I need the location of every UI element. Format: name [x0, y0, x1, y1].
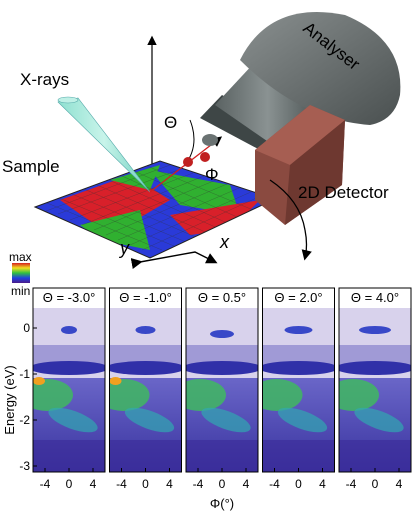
- xray-label: X-rays: [20, 70, 69, 89]
- sample-label: Sample: [2, 157, 60, 176]
- x-tick-label: 4: [319, 477, 326, 491]
- x-tick-label: -4: [193, 477, 204, 491]
- panel-title: Θ = -3.0°: [43, 290, 96, 305]
- green-blob: [262, 379, 303, 411]
- panel-title: Θ = 2.0°: [274, 290, 322, 305]
- x-tick-label: -4: [40, 477, 51, 491]
- arpes-panel: Θ = -1.0° -4 0 4: [109, 287, 182, 491]
- hot-spot: [109, 377, 122, 385]
- band: [262, 345, 335, 365]
- green-blob: [339, 379, 379, 411]
- deep: [33, 440, 105, 472]
- x-tick-label: 0: [372, 477, 379, 491]
- arpes-panel: Θ = 2.0° -4 0 4: [262, 287, 335, 491]
- deep: [109, 440, 182, 472]
- band: [186, 345, 258, 365]
- mid-band: [186, 361, 258, 375]
- top-feature: [284, 326, 313, 334]
- y-tick-label: 0: [23, 321, 30, 335]
- green-blob: [186, 379, 226, 411]
- deep: [262, 440, 335, 472]
- cyan-tail: [201, 407, 251, 433]
- energy-axis-label: Energy (eV): [2, 365, 17, 434]
- schematic: X-rays Sample Θ Φ Analyser 2D Detector y…: [2, 12, 401, 270]
- cyan-tail: [277, 407, 328, 433]
- hot-spot: [33, 377, 45, 385]
- y-tick-label: -3: [19, 459, 30, 473]
- arpes-panel: Θ = -3.0° -4 0 4: [32, 287, 106, 491]
- panels: Θ = -3.0°-4 0 4Θ = -1.0°-4 0 4Θ = 0.5°-4 0 4Θ …: [19, 287, 412, 491]
- deep: [339, 440, 411, 472]
- cyan-tail: [354, 407, 404, 433]
- x-tick-label: 0: [142, 477, 149, 491]
- x-tick-label: 4: [166, 477, 173, 491]
- intensity-map: [33, 308, 105, 472]
- colorbar-min: min: [11, 284, 30, 298]
- top-feature: [210, 330, 234, 338]
- x-tick-label: 0: [66, 477, 73, 491]
- panel-title: Θ = 0.5°: [198, 290, 246, 305]
- x-tick-label: 4: [90, 477, 97, 491]
- y-label: y: [118, 238, 130, 258]
- theta-label: Θ: [164, 113, 177, 132]
- arpes-panel: Θ = 4.0° -4 0 4: [338, 287, 412, 491]
- band: [33, 345, 105, 365]
- intensity-map: [186, 308, 258, 472]
- top-feature: [359, 326, 391, 334]
- y-tick-label: -1: [19, 367, 30, 381]
- detector-label: 2D Detector: [298, 183, 389, 202]
- x-tick-label: 0: [219, 477, 226, 491]
- intensity-map: [262, 308, 335, 472]
- x-tick-label: -4: [346, 477, 357, 491]
- cyan-tail: [48, 407, 98, 433]
- top-feature: [61, 326, 77, 334]
- angle-axis-label: Φ(°): [210, 496, 234, 511]
- x-ray-beam: [57, 97, 151, 193]
- green-blob: [33, 379, 73, 411]
- green-blob: [109, 379, 150, 411]
- deep: [186, 440, 258, 472]
- sample: [35, 161, 275, 258]
- mid-band: [33, 361, 105, 375]
- x-tick-label: -4: [269, 477, 280, 491]
- mid-band: [109, 361, 182, 375]
- mid-band: [339, 361, 411, 375]
- panel-title: Θ = 4.0°: [351, 290, 399, 305]
- phi-label: Φ: [205, 165, 219, 184]
- mid-band: [262, 361, 335, 375]
- x-tick-label: -4: [116, 477, 127, 491]
- x-tick-label: 0: [295, 477, 302, 491]
- cyan-tail: [124, 407, 175, 433]
- intensity-map: [339, 308, 411, 472]
- panel-title: Θ = -1.0°: [119, 290, 172, 305]
- arpes-panel: Θ = 0.5° -4 0 4: [185, 287, 259, 491]
- top-feature: [135, 326, 156, 334]
- colorbar: [12, 263, 30, 283]
- band: [109, 345, 182, 365]
- x-tick-label: 4: [243, 477, 250, 491]
- intensity-map: [109, 308, 182, 472]
- x-label: x: [219, 232, 230, 252]
- colorbar-max: max: [9, 250, 32, 264]
- y-tick-label: -2: [19, 413, 30, 427]
- x-tick-label: 4: [396, 477, 403, 491]
- band: [339, 345, 411, 365]
